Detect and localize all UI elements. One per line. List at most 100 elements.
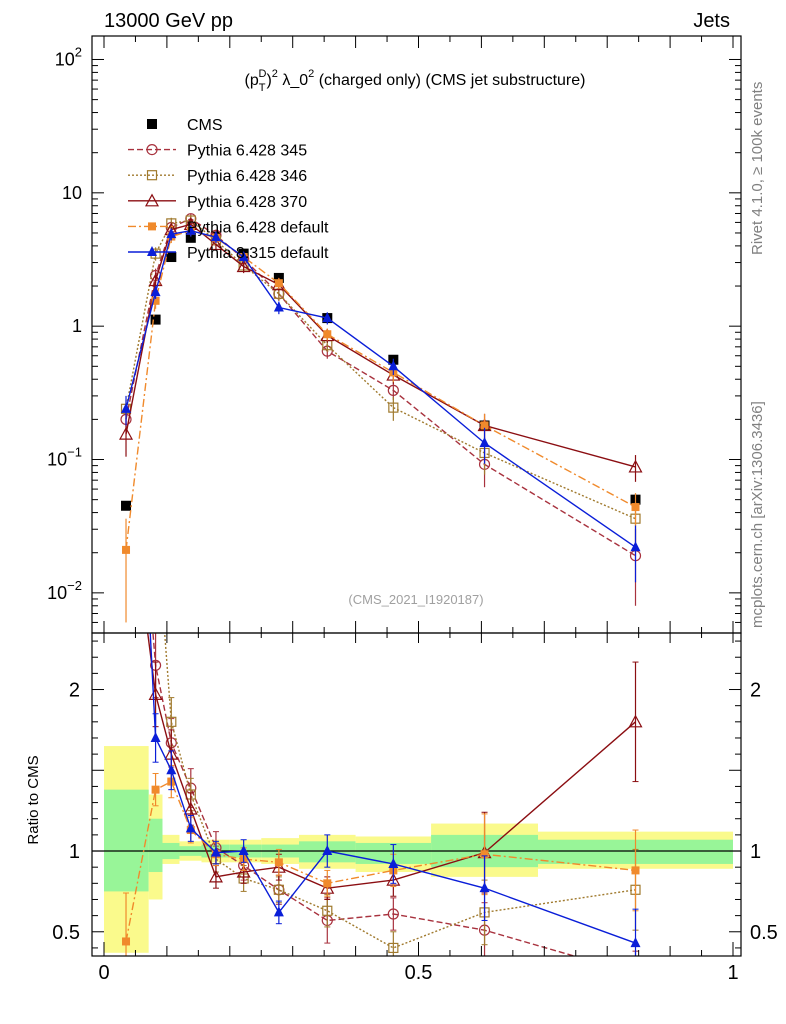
ratio-point-p8def <box>166 764 177 775</box>
ratio-point-p6def <box>323 879 332 888</box>
data-point-cms <box>121 500 132 511</box>
ratio-band-inner <box>104 789 149 892</box>
ratio-point-p345 <box>387 908 399 920</box>
data-point-p8def <box>166 228 177 239</box>
ratio-point-p6def <box>151 785 160 794</box>
ratio-series-p8def <box>121 151 641 956</box>
data-point-p370 <box>208 237 223 251</box>
ratio-point-p6def <box>480 850 489 859</box>
legend-label: Pythia 6.428 370 <box>187 194 307 211</box>
ratio-point-p8def <box>150 731 161 742</box>
title-part: 2 <box>272 68 278 80</box>
legend-entry-p370: Pythia 6.428 370 <box>128 193 307 211</box>
analysis-watermark: (CMS_2021_I1920187) <box>348 592 483 607</box>
data-point-p6def <box>480 421 489 430</box>
data-point-p8def <box>479 436 490 447</box>
data-point-p8def <box>238 251 249 262</box>
side-label-mcplots: mcplots.cern.ch [arXiv:1306.3436] <box>749 401 766 628</box>
data-point-p345 <box>387 384 399 396</box>
series-line-p345 <box>125 217 636 557</box>
legend-marker-p8def <box>147 246 157 256</box>
legend: CMS Pythia 6.428 345 Pythia 6.428 346 Pythi… <box>128 117 329 262</box>
y-tick-label: 10−2 <box>47 578 82 603</box>
ratio-panel: 2 2 1 1 0.5 0.5 0 0.5 1 Ratio to CMS <box>25 151 778 984</box>
series-p346 <box>120 215 641 543</box>
ratio-point-p8def <box>479 882 490 893</box>
title-part: ) <box>266 72 271 89</box>
legend-marker-p345 <box>146 144 158 156</box>
ratio-point-p8def <box>210 846 221 857</box>
legend-marker-p6def <box>148 222 156 231</box>
title-part: T <box>259 82 266 94</box>
series-line-p6def <box>125 229 636 550</box>
data-point-p346 <box>388 402 399 413</box>
ratio-point-p370 <box>208 869 223 883</box>
data-point-p370 <box>119 426 134 440</box>
ratio-line-p6def <box>125 780 636 942</box>
ratio-point-p370 <box>120 457 132 468</box>
ratio-point-p8def <box>322 845 333 856</box>
data-point-p6def <box>151 296 160 305</box>
ratio-point-p370 <box>236 864 251 878</box>
y-tick-label: 102 <box>55 44 82 69</box>
ratio-point-p345 <box>631 969 641 979</box>
legend-marker-p370 <box>144 193 160 207</box>
ratio-point-p8def <box>273 906 284 917</box>
series-p6def <box>122 225 640 623</box>
title-part: 2 <box>308 68 314 80</box>
legend-entry-p345: Pythia 6.428 345 <box>128 143 307 160</box>
ratio-line-p346 <box>163 633 636 949</box>
ratio-point-p346 <box>166 716 177 727</box>
data-point-p6def <box>274 279 283 288</box>
ratio-band-inner <box>148 818 163 873</box>
series-line-p8def <box>125 229 636 548</box>
legend-label: Pythia 6.428 346 <box>187 168 307 185</box>
ratio-point-p6def <box>122 937 131 946</box>
ratio-line-p8def <box>149 633 636 944</box>
ratio-line-p345 <box>152 633 577 956</box>
ratio-axis-label: Ratio to CMS <box>25 755 42 844</box>
legend-label: Pythia 6.428 default <box>187 219 329 236</box>
data-point-p8def <box>273 301 284 312</box>
data-point-p8def <box>388 360 399 371</box>
data-point-p6def <box>323 330 332 339</box>
data-point-p8def <box>150 286 161 297</box>
data-point-p8def <box>630 541 641 552</box>
ratio-point-p346 <box>388 942 399 954</box>
data-point-p370 <box>628 459 643 473</box>
ratio-tick-label-left: 0.5 <box>52 922 80 944</box>
title-part: (charged only) (CMS jet substructure) <box>314 72 585 89</box>
legend-marker-p346 <box>146 170 158 181</box>
legend-label: Pythia 6.428 345 <box>187 143 307 160</box>
ratio-point-p370 <box>183 801 198 815</box>
ratio-point-p346 <box>322 905 333 916</box>
side-label-rivet: Rivet 4.1.0, ≥ 100k events <box>749 82 766 255</box>
y-tick-label: 1 <box>72 316 82 336</box>
ratio-tick-label-left: 1 <box>69 841 80 863</box>
data-point-p8def <box>185 224 196 235</box>
header-energy-label: 13000 GeV pp <box>104 10 233 32</box>
ratio-tick-label-right: 1 <box>750 841 761 863</box>
ratio-line-p370 <box>147 633 636 889</box>
ratio-point-p8def <box>238 845 249 856</box>
ratio-point-p345 <box>121 297 131 307</box>
x-tick-label: 0.5 <box>405 962 433 984</box>
legend-entry-p8def: Pythia 8.315 default <box>128 245 329 262</box>
y-tick-label: 10−1 <box>47 445 82 470</box>
ratio-point-p6def <box>274 858 283 867</box>
ratio-point-p8def <box>121 151 131 161</box>
ratio-tick-label-right: 2 <box>750 680 761 702</box>
series-cms <box>121 231 641 511</box>
y-tick-label: 10 <box>62 183 82 203</box>
legend-marker-cms <box>147 119 157 129</box>
legend-label: CMS <box>187 117 223 134</box>
ratio-point-p346 <box>151 507 160 516</box>
legend-entry-cms: CMS <box>147 117 223 134</box>
series-p345 <box>120 213 642 606</box>
data-point-p6def <box>122 545 131 554</box>
ratio-point-p8def <box>630 937 641 948</box>
data-point-p8def <box>121 402 132 413</box>
ratio-frame <box>91 632 742 957</box>
